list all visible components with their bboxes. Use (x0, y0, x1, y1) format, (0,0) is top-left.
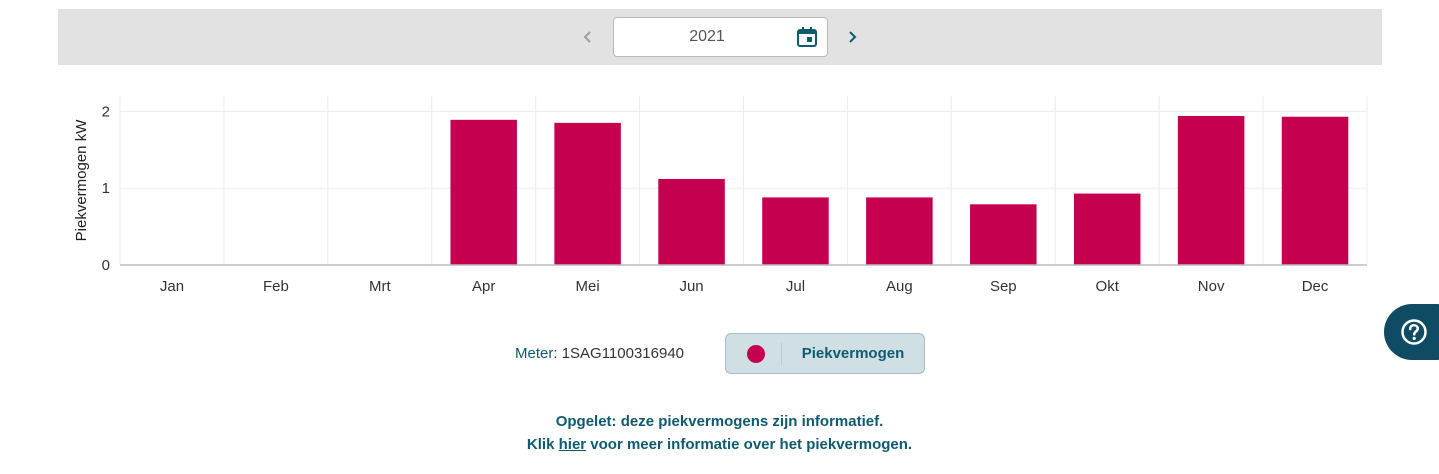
x-tick-label: Nov (1198, 278, 1225, 295)
chevron-right-icon (849, 31, 857, 43)
x-tick-label: Sep (990, 278, 1017, 295)
y-tick-label: 0 (102, 257, 110, 274)
info-link-suffix: voor meer informatie over het piekvermog… (590, 436, 913, 453)
meter-info: Meter: 1SAG1100316940 (515, 333, 684, 374)
bar-nov[interactable] (1177, 115, 1245, 265)
calendar-icon[interactable] (796, 26, 818, 48)
bar-mei[interactable] (554, 122, 621, 265)
meter-value: 1SAG1100316940 (561, 345, 685, 362)
info-note: Opgelet: deze piekvermogens zijn informa… (555, 413, 884, 430)
x-tick-label: Jul (786, 278, 805, 295)
meter-colon: : (553, 345, 562, 362)
x-tick-label: Dec (1302, 278, 1329, 295)
bar-okt[interactable] (1073, 193, 1141, 265)
legend-label: Piekvermogen (801, 345, 905, 362)
bar-jul[interactable] (762, 197, 829, 265)
help-button[interactable] (1384, 304, 1439, 360)
legend-color-dot (747, 345, 765, 363)
legend-divider (781, 343, 782, 365)
info-link-prefix: Klik (526, 436, 555, 453)
info-link[interactable]: hier (558, 436, 587, 453)
next-year-button[interactable] (837, 9, 867, 65)
year-picker[interactable]: 2021 (613, 17, 828, 57)
period-toolbar: 2021 (58, 9, 1382, 65)
x-tick-label: Aug (886, 278, 913, 295)
bar-jun[interactable] (658, 178, 725, 265)
chevron-left-icon (583, 31, 591, 43)
x-tick-label: Mrt (369, 278, 391, 295)
x-tick-label: Jan (160, 278, 184, 295)
x-tick-label: Okt (1096, 278, 1120, 295)
help-icon (1401, 319, 1427, 345)
peak-power-chart: 0 1 2 Jan Feb Mrt Apr Mei Jun Jul Aug Sep Okt Nov Dec P… (73, 96, 1368, 295)
x-tick-label: Apr (472, 278, 495, 295)
y-axis-title: Piekvermogen kW (73, 119, 90, 242)
x-tick-label: Mei (576, 278, 600, 295)
bar-dec[interactable] (1281, 116, 1349, 265)
legend-toggle-piekvermogen[interactable]: Piekvermogen (725, 333, 925, 374)
previous-year-button[interactable] (573, 9, 603, 65)
chart-legend: Meter: 1SAG1100316940 Piekvermogen (0, 333, 1439, 374)
meter-label: Meter (515, 345, 554, 362)
year-input[interactable]: 2021 (689, 28, 725, 45)
bar-aug[interactable] (866, 197, 933, 265)
x-tick-label: Feb (263, 278, 289, 295)
bar-apr[interactable] (450, 119, 517, 266)
info-link-line: Klik hier voor meer informatie over het … (0, 436, 1439, 453)
y-tick-label: 2 (102, 103, 110, 120)
x-tick-label: Jun (679, 278, 703, 295)
y-tick-label: 1 (102, 180, 110, 197)
bar-sep[interactable] (970, 204, 1037, 265)
